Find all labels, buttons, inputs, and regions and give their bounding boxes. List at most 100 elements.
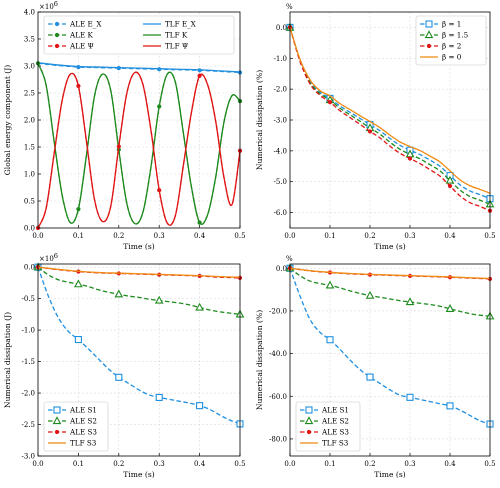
- data-point: [196, 402, 204, 410]
- data-point: [405, 297, 415, 306]
- y-tick-label: 2.0: [24, 117, 35, 125]
- legend-marker: [53, 406, 61, 414]
- series-line: [37, 71, 241, 229]
- axis-multiplier: ×106: [39, 0, 58, 11]
- series-line: [289, 268, 491, 425]
- x-tick-label: 0.2: [364, 232, 375, 240]
- series-2-3: [287, 25, 493, 213]
- x-tick-label: 0.4: [194, 232, 206, 240]
- legend-marker: [424, 30, 434, 39]
- y-tick-label: -80.0: [269, 435, 287, 443]
- x-tick-label: 0.5: [234, 232, 245, 240]
- legend-label: TLF E_X: [165, 20, 197, 29]
- legend-marker: [54, 43, 60, 49]
- y-tick-label: -5.0: [274, 178, 288, 186]
- y-tick-label: -2.5: [22, 421, 36, 429]
- y-tick-label: -20.0: [269, 307, 287, 315]
- data-point: [195, 302, 204, 311]
- x-tick-label: 0.1: [324, 232, 335, 240]
- y-tick-label: -40.0: [269, 350, 287, 358]
- legend: ALE S1 ALE S2 ALE S3 TLF S3: [43, 401, 109, 452]
- y-tick-label: 3.5: [24, 36, 35, 44]
- x-tick-label: 0.5: [484, 232, 495, 240]
- legend-marker: [306, 429, 312, 435]
- x-tick-label: 0.5: [234, 460, 245, 468]
- series-3-2: [33, 262, 245, 318]
- series-line: [37, 266, 241, 278]
- legend-label: β = 0: [442, 53, 462, 62]
- legend-label: ALE S1: [69, 406, 97, 415]
- x-tick-label: 0.1: [73, 460, 84, 468]
- plot-frame: [289, 11, 491, 229]
- x-tick-label: 0.5: [484, 460, 495, 468]
- data-point: [327, 100, 333, 105]
- y-tick-label: -4.0: [274, 147, 288, 155]
- chart-panel-4: 0.0 0.1 0.2 0.3 0.4 0.5 0.0 -20.0 -40.0 -60.0 -80.…: [255, 255, 496, 479]
- legend-box: [43, 401, 109, 452]
- x-tick-label: 0.0: [32, 232, 43, 240]
- x-tick-label: 0.4: [444, 232, 456, 240]
- legend-marker: [426, 43, 432, 49]
- legend-label: TLF Ψ: [165, 42, 189, 51]
- series-4-4: [289, 267, 491, 280]
- legend-label: ALE E_X: [69, 20, 102, 29]
- y-axis-label: Numerical dissipation (J): [3, 312, 12, 408]
- x-tick-label: 0.3: [154, 460, 165, 468]
- data-point: [326, 336, 334, 344]
- x-axis-label: Time (s): [123, 470, 154, 479]
- series-line: [37, 63, 241, 225]
- series-line: [289, 27, 491, 200]
- series-line: [289, 267, 491, 280]
- data-point: [406, 393, 414, 401]
- y-tick-label: -3.0: [274, 117, 288, 125]
- legend-label: ALE Ψ: [69, 42, 94, 51]
- series-line: [289, 27, 491, 212]
- legend-label: TLF S3: [322, 439, 349, 448]
- chart-panel-3: 0.0 0.1 0.2 0.3 0.4 0.5 0.0 -0.5 -1.0 -1.5 -2.0 -2.…: [3, 252, 246, 479]
- series-line: [37, 266, 241, 425]
- series-line: [289, 267, 491, 317]
- legend-label: ALE S3: [69, 428, 97, 437]
- y-tick-label: 3.0: [24, 63, 35, 71]
- series-line: [289, 27, 491, 205]
- x-tick-label: 0.4: [444, 460, 456, 468]
- y-tick-label: -2.0: [22, 390, 36, 398]
- x-tick-label: 0.3: [404, 232, 415, 240]
- axis-unit-label: %: [286, 3, 293, 11]
- series-line: [37, 63, 241, 225]
- y-tick-label: -3.0: [22, 453, 36, 461]
- y-tick-label: 1.0: [24, 171, 35, 179]
- legend-label: ALE S2: [69, 417, 97, 426]
- x-tick-label: 0.2: [113, 232, 124, 240]
- series-line: [37, 62, 241, 73]
- data-point: [367, 129, 373, 134]
- legend-marker: [52, 416, 62, 425]
- data-point: [366, 373, 374, 381]
- legend-box: [43, 15, 235, 55]
- axis-multiplier: ×106: [39, 252, 58, 263]
- y-tick-label: 1.5: [24, 144, 35, 152]
- data-point: [445, 175, 455, 184]
- plot-frame: [289, 263, 491, 457]
- legend-marker: [54, 32, 60, 38]
- series-3-4: [37, 266, 241, 278]
- legend-label: TLF K: [165, 31, 188, 40]
- data-point: [445, 304, 455, 312]
- series-1-6: [37, 71, 241, 229]
- x-tick-label: 0.1: [73, 232, 84, 240]
- y-tick-label: 0.5: [24, 198, 35, 206]
- series-1-2: [37, 62, 241, 73]
- legend-box: [415, 15, 487, 66]
- chart-panel-1: 0.0 0.1 0.2 0.3 0.4 0.5 0.0 0.5 1.0 1.5 2.0 2.5 3.0 3…: [3, 0, 246, 251]
- legend-label: β = 2: [442, 42, 461, 51]
- data-point: [115, 373, 123, 381]
- legend-label: ALE S2: [321, 417, 349, 426]
- data-point: [154, 295, 164, 304]
- x-tick-label: 0.3: [404, 460, 415, 468]
- axis-unit-label: %: [286, 255, 293, 263]
- legend: β = 1 β = 1.5 β = 2 β = 0: [415, 15, 487, 66]
- x-axis-label: Time (s): [123, 242, 154, 251]
- data-point: [365, 290, 375, 299]
- data-point: [325, 280, 335, 289]
